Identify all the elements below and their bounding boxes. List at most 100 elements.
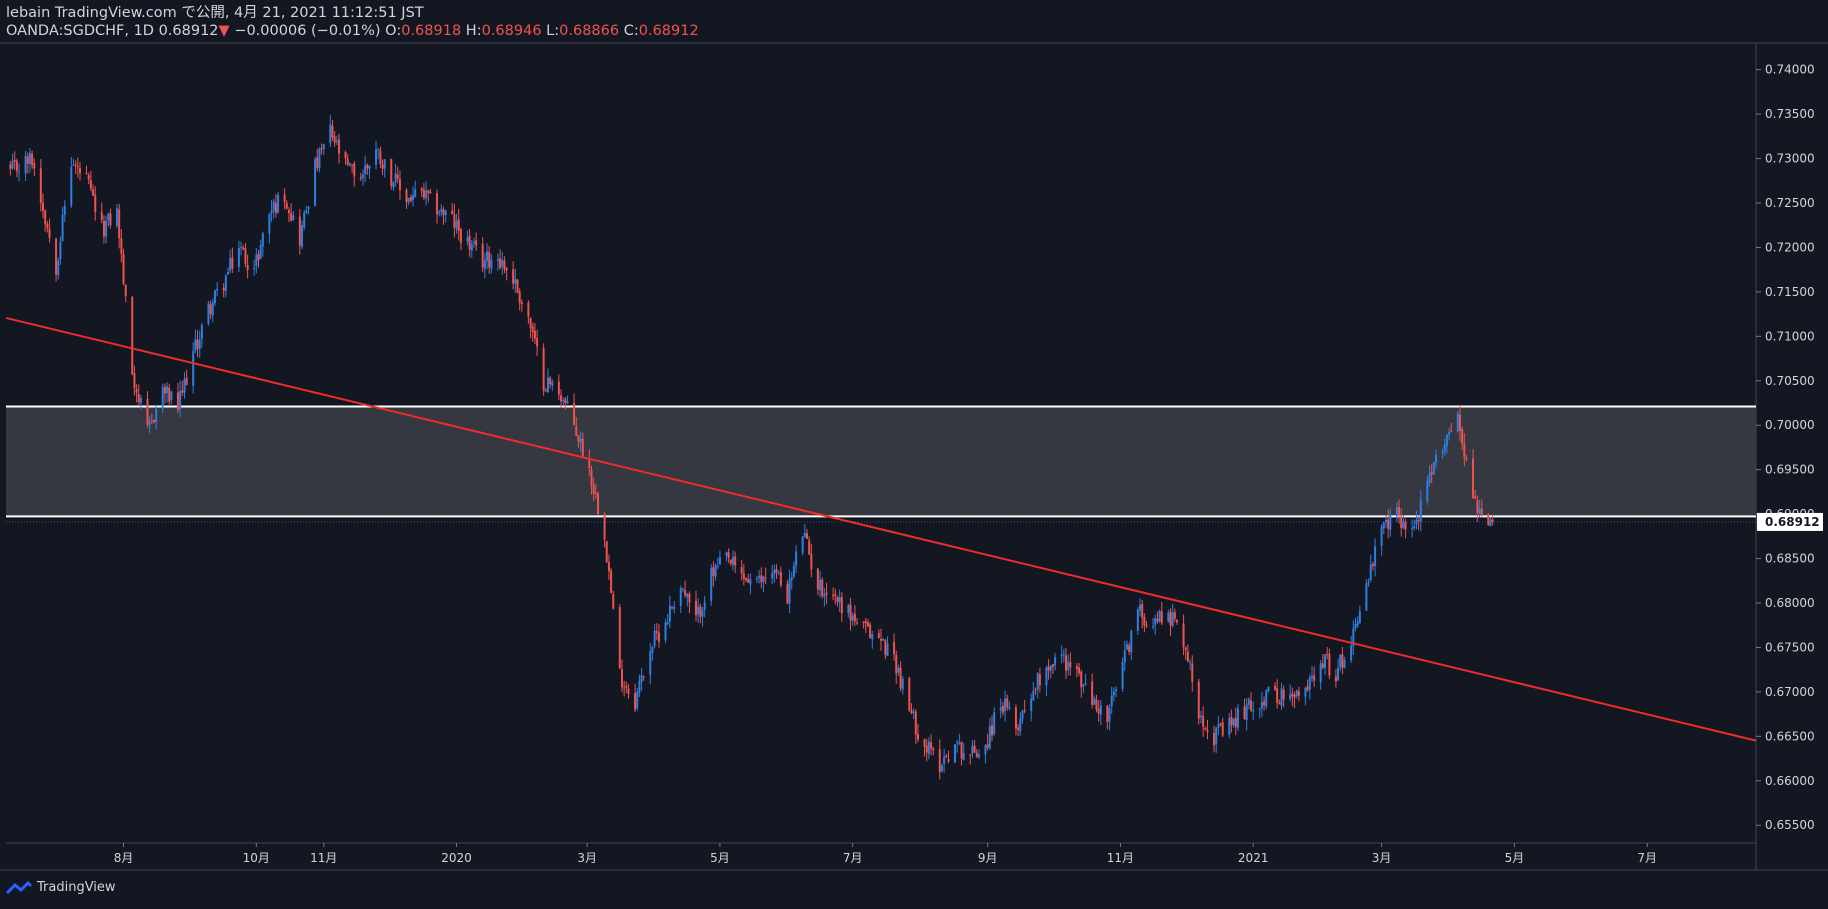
candle-body [200,324,203,339]
candle-body [261,233,264,247]
y-tick-label: 0.70000 [1765,418,1815,432]
candle-body [70,167,73,206]
candle-body [581,438,584,459]
candle-body [527,302,530,317]
candle-body [1062,654,1065,656]
candle-body [725,552,728,556]
candle-body [1445,435,1448,446]
candle-body [1167,612,1170,622]
candle-body [849,604,852,621]
candle-body [566,401,569,404]
candle-body [1339,654,1342,667]
candle-body [1230,716,1233,726]
x-tick-label: 9月 [978,851,998,865]
candle-body [551,381,554,386]
candle-body [988,726,991,749]
candle-body [107,213,110,221]
candle-body [991,725,994,736]
candle-body [1171,612,1174,627]
candle-body [1380,526,1383,546]
candle-body [1169,611,1172,626]
candle-body [1182,623,1185,648]
candle-body [740,566,743,574]
tradingview-logo-icon [6,880,32,894]
candle-body [710,567,713,601]
candle-body [882,638,885,641]
candle-body [729,559,732,564]
candle-body [688,593,691,603]
candle-body [333,136,336,143]
candle-body [914,711,917,735]
candle-body [1404,522,1407,530]
candle-body [792,565,795,577]
candle-body [605,541,608,562]
candle-body [1199,715,1202,718]
candle-body [764,577,767,579]
candle-body [124,284,127,296]
candle-body [745,578,748,581]
candle-body [1219,723,1222,725]
candle-body [832,595,835,597]
candle-body [1036,672,1039,690]
candle-body [1461,429,1464,444]
candle-body [840,597,843,614]
candle-body [1489,519,1492,527]
candle-body [1395,507,1398,517]
candle-body [1419,499,1422,522]
candle-body [1432,462,1435,475]
candle-body [331,125,334,138]
candle-body [1343,660,1346,668]
candle-body [329,124,332,144]
candle-body [198,339,201,350]
candle-body [747,578,750,583]
candle-body [536,337,539,347]
candle-body [1474,496,1477,499]
y-tick-label: 0.67000 [1765,685,1815,699]
trendline [5,316,1757,742]
candle-body [409,196,412,201]
y-tick-label: 0.68000 [1765,596,1815,610]
x-tick-label: 2020 [441,851,472,865]
candle-body [105,220,108,237]
candle-body [44,210,47,225]
candle-body [131,297,134,375]
candle-body [1197,681,1200,719]
candle-body [1267,686,1270,691]
candle-body [657,632,660,642]
candle-body [1382,522,1385,529]
y-tick-label: 0.66500 [1765,729,1815,743]
candle-body [146,398,149,425]
candle-body [1051,664,1054,667]
candle-body [514,278,517,284]
candle-body [590,469,593,486]
candle-body [31,153,34,165]
candle-body [880,638,882,641]
candle-body [277,194,280,213]
candle-body [899,667,902,689]
candle-body [975,752,978,757]
candle-body [13,160,16,162]
candle-body [102,220,105,237]
candle-body [79,168,82,174]
candle-body [1001,705,1004,713]
publish-info: lebain TradingView.com で公開, 4月 21, 2021 … [6,5,424,21]
candle-body [364,165,367,174]
candle-body [1173,612,1176,619]
candle-body [259,244,262,259]
y-tick-label: 0.68500 [1765,552,1815,566]
candle-body [253,267,256,269]
candle-body [651,647,654,653]
candle-body [1204,727,1207,730]
candle-body [1045,667,1048,686]
candle-body [1236,708,1239,728]
candle-body [1206,730,1209,732]
candle-body [1128,645,1131,652]
candle-body [1341,654,1344,668]
candle-body [1247,698,1250,705]
candle-body [285,203,288,209]
candle-body [163,386,166,394]
candle-body [1017,727,1020,731]
candle-body [1082,684,1085,687]
candle-body [795,551,798,566]
